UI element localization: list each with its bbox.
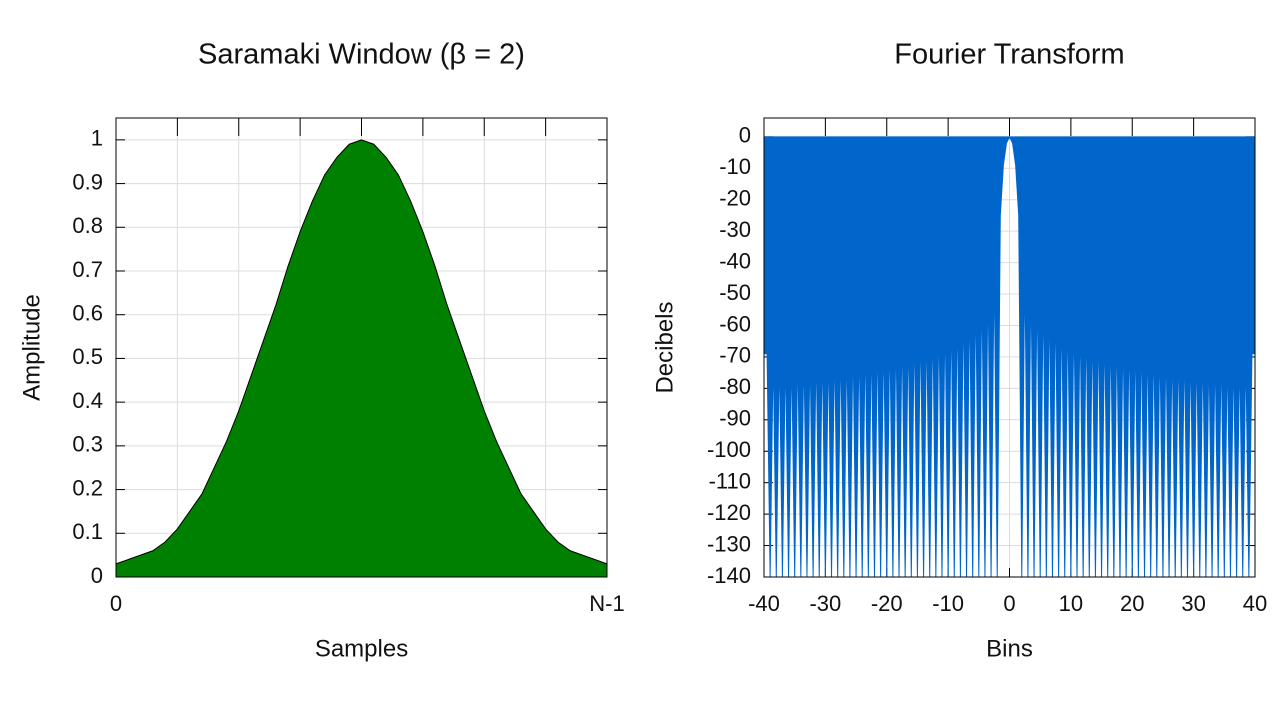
chart-title: Saramaki Window (β = 2) [198, 39, 525, 71]
y-tick-label: -20 [719, 186, 751, 211]
area [115, 139, 608, 578]
y-tick-label: -80 [719, 374, 751, 399]
y-tick-label: -70 [719, 343, 751, 368]
y-tick-label: -120 [707, 500, 751, 525]
y-tick-label: 0 [91, 563, 103, 588]
x-tick-label: -20 [871, 591, 903, 616]
x-tick-label: 10 [1059, 591, 1083, 616]
chart-title: Fourier Transform [894, 39, 1124, 71]
y-tick-label: 0.6 [72, 301, 103, 326]
plot-frame [115, 117, 608, 578]
y-tick-label: -110 [709, 468, 751, 493]
x-tick-label: -40 [748, 591, 780, 616]
y-tick-label: 0.3 [72, 432, 103, 457]
y-tick-label: 0.8 [72, 213, 103, 238]
y-tick-label: -90 [719, 406, 751, 431]
y-tick-label: -50 [719, 280, 751, 305]
y-tick-label: 0.7 [72, 257, 103, 282]
y-tick-label: -140 [707, 563, 751, 588]
y-tick-label: -40 [719, 248, 751, 273]
y-tick-label: -60 [719, 311, 751, 336]
y-tick-label: 0 [739, 123, 751, 148]
x-axis-label: Bins [986, 635, 1033, 662]
y-tick-label: -100 [707, 437, 751, 462]
x-tick-label: 30 [1181, 591, 1205, 616]
area [763, 135, 1256, 578]
y-tick-label: 0.1 [72, 519, 103, 544]
y-tick-label: 1 [91, 126, 103, 151]
x-tick-label: -30 [809, 591, 841, 616]
y-tick-label: 0.5 [72, 344, 103, 369]
x-tick-label: -10 [932, 591, 964, 616]
y-tick-label: 0.9 [72, 169, 103, 194]
y-tick-label: 0.2 [72, 475, 103, 500]
x-tick-label: 0 [1003, 591, 1015, 616]
x-tick-label: 20 [1120, 591, 1144, 616]
x-tick-label: 40 [1243, 591, 1267, 616]
y-axis-label: Decibels [651, 301, 678, 393]
y-tick-label: -30 [719, 217, 751, 242]
y-tick-label: -130 [707, 531, 751, 556]
y-tick-label: -10 [719, 154, 751, 179]
x-tick-label: N-1 [589, 591, 624, 616]
y-tick-label: 0.4 [72, 388, 103, 413]
y-axis-label: Amplitude [18, 294, 45, 401]
plot-frame [763, 117, 1256, 578]
x-tick-label: 0 [110, 591, 122, 616]
x-axis-label: Samples [315, 635, 408, 662]
